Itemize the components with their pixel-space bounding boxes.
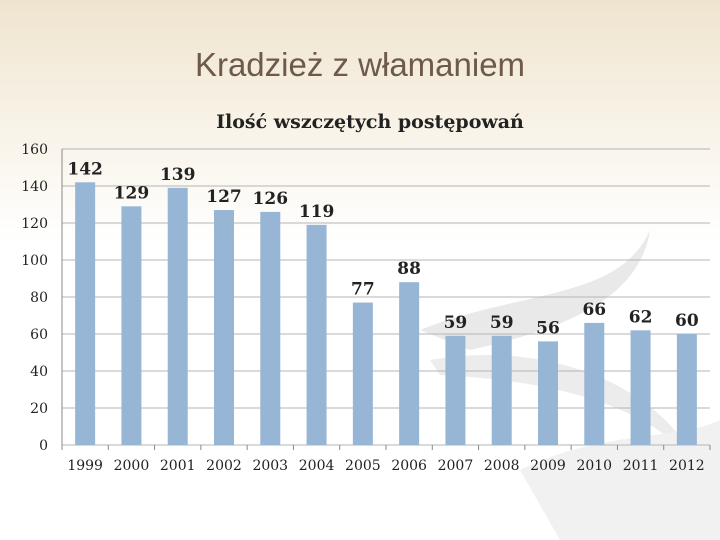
- x-tick-label: 2009: [530, 458, 566, 474]
- bar: [538, 341, 558, 445]
- y-tick-label: 0: [39, 438, 48, 454]
- bar: [167, 187, 188, 445]
- x-tick-label: 2001: [160, 458, 196, 474]
- data-label: 77: [351, 280, 375, 300]
- data-label: 126: [253, 189, 289, 209]
- bar: [214, 210, 234, 445]
- bar: [584, 322, 605, 445]
- x-tick-label: 2005: [345, 458, 381, 474]
- bar: [630, 330, 651, 445]
- bar: [121, 206, 142, 445]
- y-tick-label: 160: [21, 142, 48, 158]
- y-tick-label: 20: [30, 401, 48, 417]
- x-tick-label: 2012: [669, 458, 705, 474]
- bar: [306, 224, 327, 445]
- data-label: 139: [160, 165, 196, 185]
- slide-title: Kradzież z włamaniem: [194, 46, 526, 83]
- data-label: 127: [206, 187, 242, 207]
- x-tick-label: 2008: [484, 458, 520, 474]
- bar: [352, 302, 373, 445]
- data-label: 66: [582, 300, 606, 320]
- bar: [75, 182, 96, 446]
- y-tick-label: 100: [21, 253, 48, 269]
- bar: [445, 335, 466, 445]
- y-tick-label: 40: [30, 364, 48, 380]
- data-label: 88: [397, 259, 421, 279]
- bar: [260, 211, 281, 445]
- x-tick-label: 2006: [391, 458, 427, 474]
- x-tick-label: 2000: [114, 458, 150, 474]
- data-label: 129: [114, 183, 150, 203]
- data-label: 59: [444, 313, 468, 333]
- x-tick-label: 2010: [576, 458, 612, 474]
- y-tick-label: 60: [30, 327, 48, 343]
- bar: [399, 282, 420, 445]
- data-label: 56: [536, 318, 560, 338]
- x-tick-label: 2007: [438, 458, 474, 474]
- data-label: 60: [675, 311, 699, 331]
- x-tick-label: 2011: [623, 458, 659, 474]
- bar: [676, 334, 697, 445]
- y-tick-label: 80: [30, 290, 48, 306]
- data-label: 119: [299, 202, 335, 222]
- x-tick-label: 2004: [299, 458, 335, 474]
- x-tick-label: 2002: [206, 458, 242, 474]
- data-label: 59: [490, 313, 514, 333]
- x-tick-label: 1999: [67, 458, 103, 474]
- data-label: 62: [629, 307, 653, 327]
- chart-title: Ilość wszczętych postępowań: [216, 111, 524, 133]
- data-label: 142: [67, 159, 103, 179]
- y-tick-label: 120: [21, 216, 48, 232]
- y-tick-label: 140: [21, 179, 48, 195]
- bar: [491, 335, 512, 445]
- x-tick-label: 2003: [252, 458, 288, 474]
